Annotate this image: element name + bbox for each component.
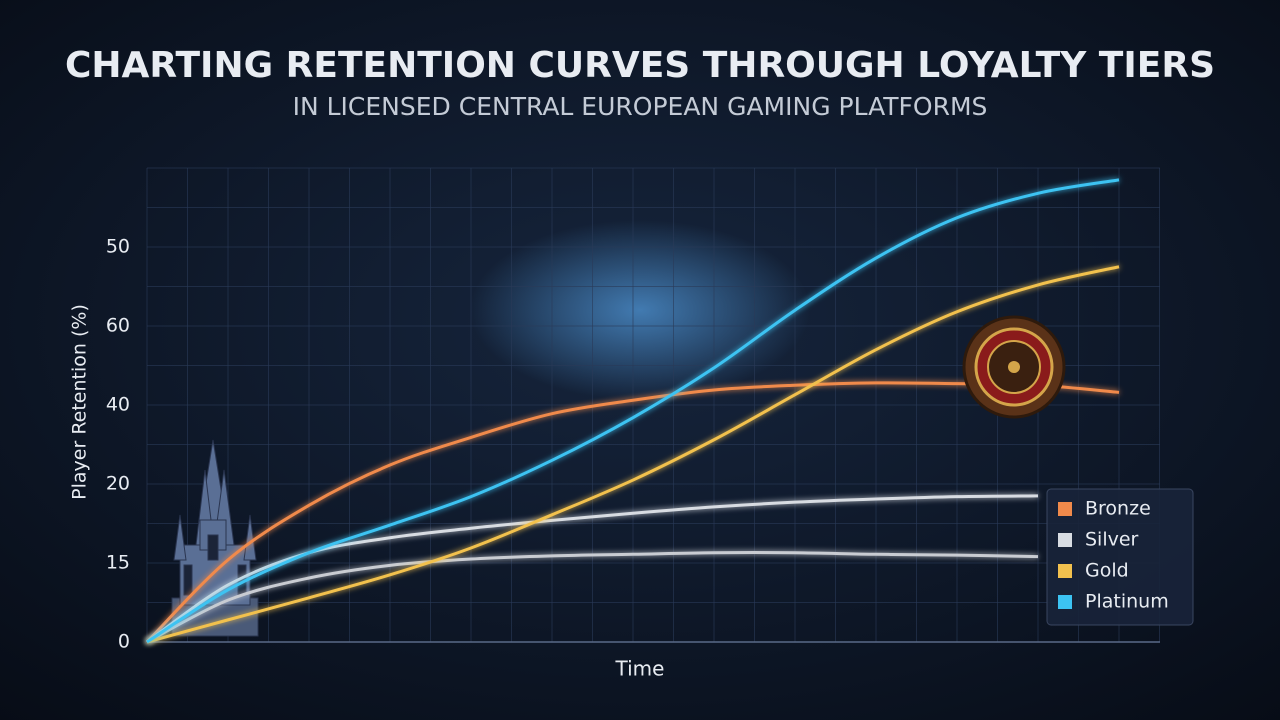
plot-lines <box>145 178 1120 644</box>
legend-label: Gold <box>1085 560 1129 582</box>
flare <box>470 220 810 400</box>
legend: Bronze Silver Gold Platinum <box>1046 488 1194 626</box>
y-axis-label: Player Retention (%) <box>69 304 91 500</box>
y-tick-label: 50 <box>106 236 130 258</box>
roulette <box>962 315 1066 419</box>
legend-swatch <box>1058 502 1072 516</box>
y-tick-label: 20 <box>106 473 130 495</box>
legend-swatch <box>1058 564 1072 578</box>
y-tick-label: 60 <box>106 315 130 337</box>
series-line <box>145 381 1120 644</box>
series-line <box>146 178 1120 644</box>
legend-box <box>1046 488 1194 626</box>
series-line <box>146 265 1120 644</box>
chart-title: CHARTING RETENTION CURVES THROUGH LOYALT… <box>65 45 1215 86</box>
legend-label: Silver <box>1085 529 1139 551</box>
y-tick-label: 0 <box>118 631 130 653</box>
chart-subtitle: IN LICENSED CENTRAL EUROPEAN GAMING PLAT… <box>293 92 988 121</box>
y-tick-label: 15 <box>106 552 130 574</box>
legend-swatch <box>1058 595 1072 609</box>
series-line <box>146 551 1039 644</box>
x-axis-label: Time <box>615 657 665 681</box>
y-tick-label: 40 <box>106 394 130 416</box>
legend-label: Platinum <box>1085 591 1169 613</box>
legend-label: Bronze <box>1085 498 1151 520</box>
legend-swatch <box>1058 533 1072 547</box>
